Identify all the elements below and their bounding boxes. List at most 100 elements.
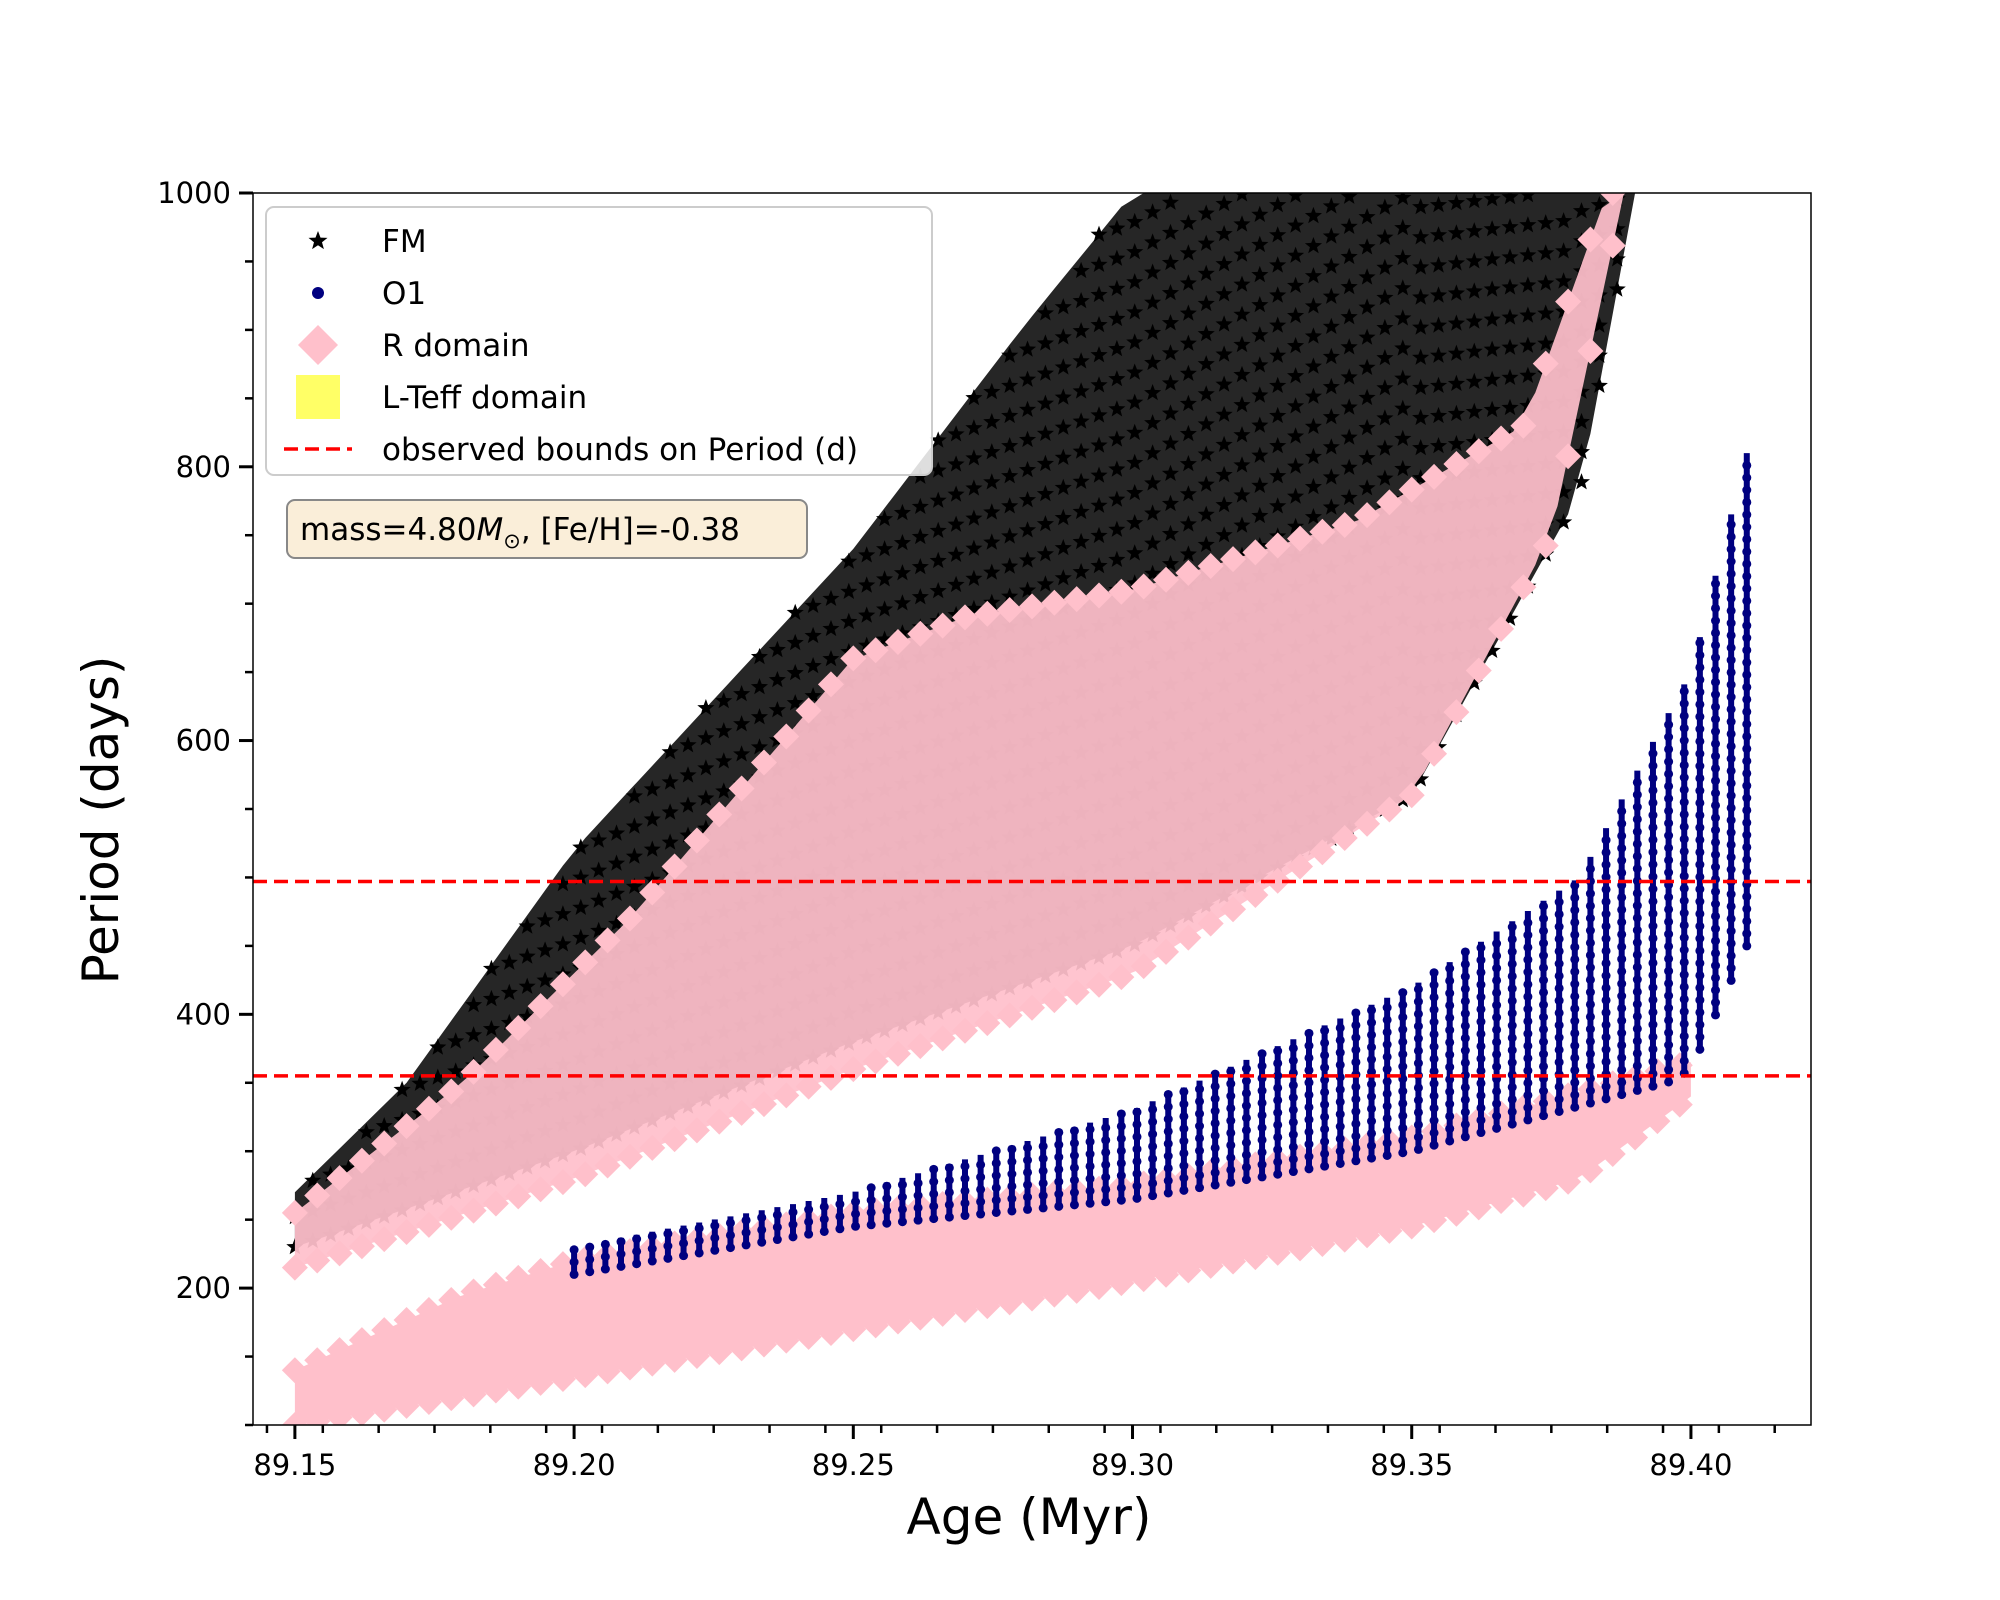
fm-point (1322, 438, 1340, 455)
o1-point (1273, 1169, 1283, 1179)
fm-point (1501, 609, 1519, 626)
o1-point (1257, 1172, 1267, 1182)
o1-point (1038, 1141, 1048, 1151)
o1-point (819, 1202, 829, 1212)
fm-point (1090, 406, 1108, 423)
fm-point (1215, 465, 1233, 483)
o1-point (1742, 534, 1752, 544)
r-domain-point (1220, 546, 1247, 573)
fm-point (1483, 193, 1501, 207)
o1-point (1085, 1161, 1095, 1171)
o1-point (1632, 962, 1642, 972)
fm-point (911, 527, 929, 545)
o1-point (1664, 720, 1674, 730)
y-tick-label: 200 (176, 1271, 231, 1305)
o1-point (1742, 658, 1752, 668)
r-domain-point (1465, 657, 1492, 684)
o1-point (1632, 925, 1642, 935)
fm-point (1394, 429, 1412, 446)
r-domain-point (1465, 438, 1492, 465)
o1-point (1069, 1163, 1079, 1173)
fm-point (983, 533, 1001, 550)
fm-point (1161, 404, 1179, 421)
r-domain-point (974, 1010, 1001, 1037)
r-domain-point (1175, 924, 1202, 951)
fm-point (1090, 255, 1108, 272)
o1-point (1273, 1058, 1283, 1068)
r-domain-point (1153, 566, 1180, 593)
o1-point (1507, 1008, 1517, 1018)
o1-point (1241, 1175, 1251, 1185)
o1-point (1601, 1045, 1611, 1055)
r-domain-point (281, 1254, 308, 1281)
fm-point (1144, 203, 1162, 220)
legend-label: observed bounds on Period (d) (382, 432, 858, 468)
o1-point (1585, 950, 1595, 960)
o1-point (1351, 1045, 1361, 1055)
r-domain-point (1086, 1274, 1113, 1301)
o1-point (1570, 930, 1580, 940)
r-domain-point (1577, 226, 1604, 253)
r-domain-point (1130, 573, 1157, 600)
o1-point (1711, 948, 1721, 958)
o1-point (1507, 947, 1517, 957)
o1-point (1570, 917, 1580, 927)
o1-point (1664, 1065, 1674, 1075)
o1-point (1554, 1082, 1564, 1092)
r-domain-point (1421, 740, 1448, 767)
o1-point (1148, 1117, 1158, 1127)
fm-point (1572, 473, 1590, 490)
fm-point (1126, 243, 1144, 260)
r-domain-point (1153, 1261, 1180, 1288)
r-domain-point (750, 1331, 777, 1358)
o1-point (1085, 1186, 1095, 1196)
o1-point (1711, 763, 1721, 773)
r-domain-point (460, 1197, 487, 1224)
fm-point (965, 479, 983, 496)
o1-point (1288, 1043, 1298, 1053)
r-domain-point (1488, 425, 1515, 452)
o1-point (1195, 1133, 1205, 1143)
fm-point (536, 971, 554, 988)
fm-point (697, 729, 715, 746)
o1-point (1632, 975, 1642, 985)
r-domain-point (1063, 1277, 1090, 1304)
fm-point (1054, 388, 1072, 405)
r-domain-point (1242, 539, 1269, 566)
fm-point (518, 977, 536, 994)
fm-point (929, 551, 947, 569)
o1-point (1523, 1115, 1533, 1125)
o1-point (1476, 955, 1486, 965)
fm-point (1287, 276, 1305, 293)
r-domain-point (1532, 1175, 1559, 1202)
o1-point (1539, 1037, 1549, 1047)
fm-point (1376, 469, 1394, 486)
fm-point (840, 552, 858, 569)
o1-point (976, 1197, 986, 1207)
o1-point (1382, 1003, 1392, 1013)
r-domain-point (728, 775, 755, 802)
fm-point (1235, 193, 1249, 202)
o1-point (1648, 1032, 1658, 1042)
r-domain-point (1532, 532, 1559, 559)
o1-point (1695, 983, 1705, 993)
fm-point (1251, 446, 1269, 463)
o1-point (710, 1221, 720, 1231)
fm-point (1197, 324, 1215, 342)
o1-point (1632, 999, 1642, 1009)
r-domain-point (281, 1412, 308, 1425)
r-domain-point (1443, 699, 1470, 726)
o1-point (1742, 892, 1752, 902)
o1-point (1585, 963, 1595, 973)
o1-point (1632, 901, 1642, 911)
o1-point (1664, 818, 1674, 828)
fm-point (1376, 228, 1394, 245)
o1-point (1679, 773, 1689, 783)
o1-point (1679, 920, 1689, 930)
fm-point (1179, 304, 1197, 321)
o1-point (1742, 830, 1752, 840)
o1-point (1726, 643, 1736, 653)
fm-point (1465, 193, 1483, 209)
fm-point (786, 603, 804, 620)
